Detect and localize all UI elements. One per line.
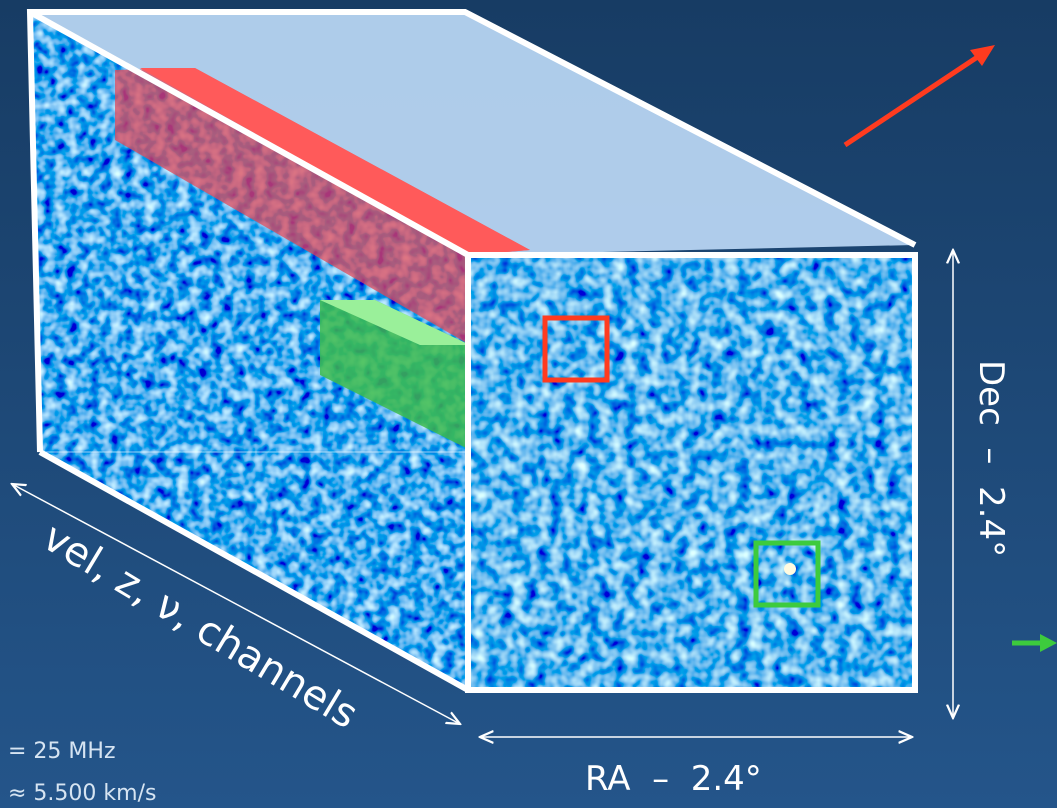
ra-label: RA – 2.4° (585, 759, 762, 799)
cube-front (468, 255, 915, 690)
dec-label: Dec – 2.4° (971, 360, 1011, 557)
source (784, 563, 796, 575)
bandwidth-label: = 25 MHz (8, 739, 116, 764)
diagram: vel, z, ν, channels RA – 2.4° Dec – 2.4°… (0, 0, 1057, 808)
velocity-label: ≈ 5.500 km/s (8, 781, 156, 806)
